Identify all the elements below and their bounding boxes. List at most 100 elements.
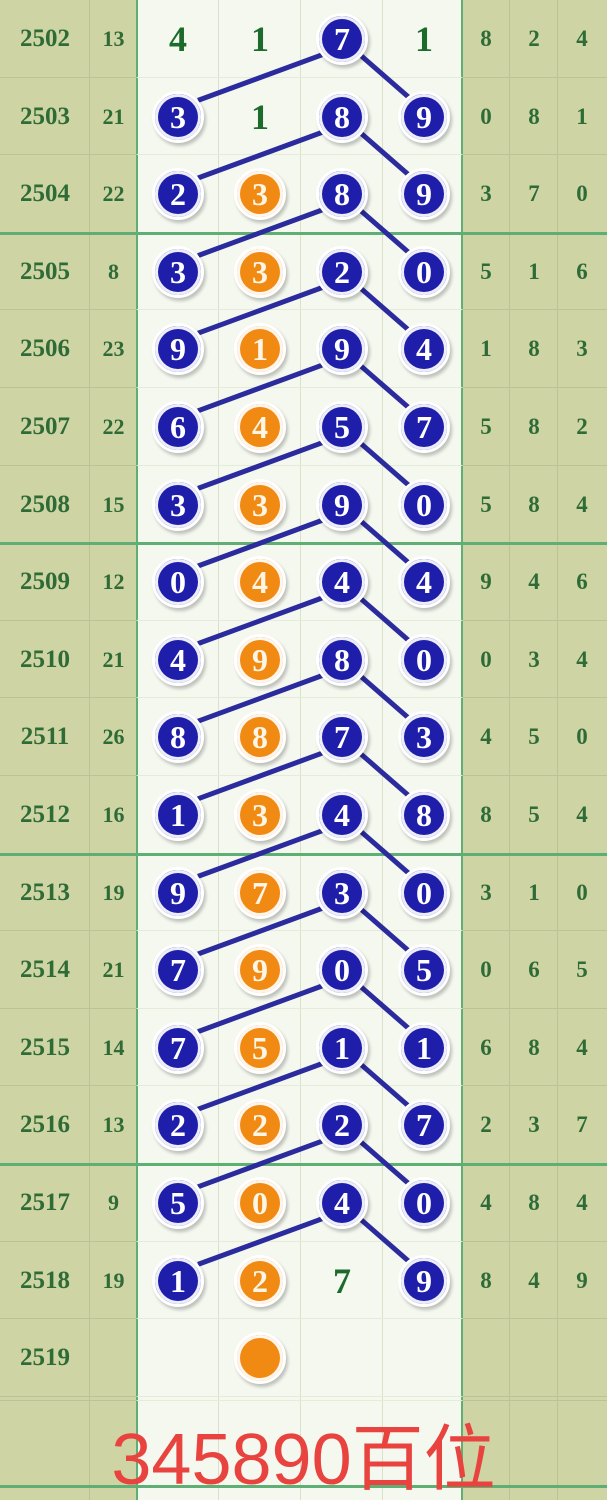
position-cell-4[interactable]: 0	[383, 1164, 465, 1242]
position-cell-2[interactable]: 9	[219, 621, 301, 699]
position-cell-1[interactable]: 8	[137, 698, 219, 776]
blue-ball[interactable]: 0	[398, 633, 450, 686]
blue-ball[interactable]: 0	[398, 1177, 450, 1229]
position-cell-1[interactable]: 7	[137, 1009, 219, 1087]
position-cell-3[interactable]: 2	[301, 1086, 383, 1164]
orange-ball[interactable]: 2	[234, 1254, 286, 1307]
position-cell-3[interactable]: 1	[301, 1009, 383, 1087]
orange-ball[interactable]: 3	[234, 168, 286, 221]
position-cell-1[interactable]: 4	[137, 621, 219, 699]
orange-ball[interactable]: 4	[234, 556, 286, 609]
blue-ball[interactable]: 2	[316, 245, 368, 298]
blue-ball[interactable]: 1	[152, 1254, 204, 1307]
position-cell-1[interactable]	[137, 1319, 219, 1397]
position-cell-3[interactable]: 8	[301, 78, 383, 156]
position-cell-1[interactable]: 5	[137, 1164, 219, 1242]
orange-ball[interactable]: 0	[234, 1177, 286, 1229]
orange-ball[interactable]: 9	[234, 944, 286, 997]
blue-ball[interactable]: 9	[316, 478, 368, 531]
position-cell-2[interactable]: 3	[219, 155, 301, 233]
blue-ball[interactable]: 9	[398, 90, 450, 143]
position-cell-2[interactable]: 4	[219, 388, 301, 466]
blue-ball[interactable]: 0	[152, 556, 204, 609]
blue-ball[interactable]: 8	[152, 711, 204, 764]
blue-ball[interactable]: 1	[152, 789, 204, 841]
position-cell-4[interactable]: 0	[383, 466, 465, 544]
orange-marker-ball[interactable]	[234, 1332, 286, 1385]
position-cell-4[interactable]: 1	[383, 0, 465, 78]
blue-ball[interactable]: 7	[398, 1099, 450, 1152]
blue-ball[interactable]: 6	[152, 401, 204, 453]
position-cell-4[interactable]: 5	[383, 931, 465, 1009]
position-cell-2[interactable]: 5	[219, 1009, 301, 1087]
position-cell-1[interactable]: 2	[137, 155, 219, 233]
position-cell-3[interactable]: 9	[301, 466, 383, 544]
blue-ball[interactable]: 8	[398, 789, 450, 841]
blue-ball[interactable]: 2	[152, 1099, 204, 1152]
position-cell-4[interactable]: 1	[383, 1009, 465, 1087]
position-cell-1[interactable]: 1	[137, 776, 219, 854]
position-cell-3[interactable]	[301, 1319, 383, 1397]
position-cell-2[interactable]: 9	[219, 931, 301, 1009]
blue-ball[interactable]: 0	[398, 866, 450, 919]
position-cell-4[interactable]	[383, 1319, 465, 1397]
position-cell-3[interactable]: 4	[301, 543, 383, 621]
position-cell-2[interactable]: 3	[219, 233, 301, 311]
position-cell-1[interactable]: 9	[137, 310, 219, 388]
position-cell-3[interactable]: 4	[301, 776, 383, 854]
blue-ball[interactable]: 9	[316, 323, 368, 376]
position-cell-1[interactable]: 2	[137, 1086, 219, 1164]
position-cell-1[interactable]: 3	[137, 233, 219, 311]
position-cell-3[interactable]: 7	[301, 698, 383, 776]
blue-ball[interactable]: 7	[152, 944, 204, 997]
position-cell-1[interactable]: 0	[137, 543, 219, 621]
orange-ball[interactable]: 1	[234, 323, 286, 376]
position-cell-4[interactable]: 8	[383, 776, 465, 854]
position-cell-1[interactable]: 3	[137, 78, 219, 156]
position-cell-3[interactable]: 8	[301, 621, 383, 699]
blue-ball[interactable]: 0	[398, 478, 450, 531]
position-cell-2[interactable]: 1	[219, 0, 301, 78]
blue-ball[interactable]: 7	[152, 1021, 204, 1074]
position-cell-2[interactable]: 7	[219, 854, 301, 932]
position-cell-1[interactable]: 7	[137, 931, 219, 1009]
orange-ball[interactable]: 2	[234, 1099, 286, 1152]
blue-ball[interactable]: 3	[398, 711, 450, 764]
blue-ball[interactable]: 4	[398, 556, 450, 609]
orange-ball[interactable]: 9	[234, 633, 286, 686]
position-cell-2[interactable]	[219, 1319, 301, 1397]
position-cell-4[interactable]: 0	[383, 233, 465, 311]
blue-ball[interactable]: 7	[316, 711, 368, 764]
blue-ball[interactable]: 0	[398, 245, 450, 298]
position-cell-2[interactable]: 1	[219, 310, 301, 388]
position-cell-4[interactable]: 7	[383, 388, 465, 466]
position-cell-4[interactable]: 7	[383, 1086, 465, 1164]
blue-ball[interactable]: 4	[316, 556, 368, 609]
position-cell-2[interactable]: 2	[219, 1086, 301, 1164]
position-cell-3[interactable]: 9	[301, 310, 383, 388]
orange-ball[interactable]: 3	[234, 789, 286, 841]
orange-ball[interactable]: 5	[234, 1021, 286, 1074]
position-cell-2[interactable]: 8	[219, 698, 301, 776]
orange-ball[interactable]: 8	[234, 711, 286, 764]
blue-ball[interactable]: 3	[316, 866, 368, 919]
blue-ball[interactable]: 1	[398, 1021, 450, 1074]
position-cell-4[interactable]: 9	[383, 1242, 465, 1320]
blue-ball[interactable]: 8	[316, 633, 368, 686]
blue-ball[interactable]: 4	[398, 323, 450, 376]
blue-ball[interactable]: 9	[152, 323, 204, 376]
position-cell-4[interactable]: 4	[383, 543, 465, 621]
position-cell-3[interactable]: 4	[301, 1164, 383, 1242]
position-cell-4[interactable]: 0	[383, 854, 465, 932]
position-cell-3[interactable]: 7	[301, 0, 383, 78]
blue-ball[interactable]: 9	[398, 1254, 450, 1307]
position-cell-2[interactable]: 1	[219, 78, 301, 156]
blue-ball[interactable]: 5	[316, 401, 368, 453]
position-cell-3[interactable]: 5	[301, 388, 383, 466]
position-cell-4[interactable]: 9	[383, 155, 465, 233]
blue-ball[interactable]: 7	[316, 13, 368, 65]
blue-ball[interactable]: 5	[152, 1177, 204, 1229]
position-cell-2[interactable]: 0	[219, 1164, 301, 1242]
blue-ball[interactable]: 3	[152, 90, 204, 143]
blue-ball[interactable]: 8	[316, 90, 368, 143]
